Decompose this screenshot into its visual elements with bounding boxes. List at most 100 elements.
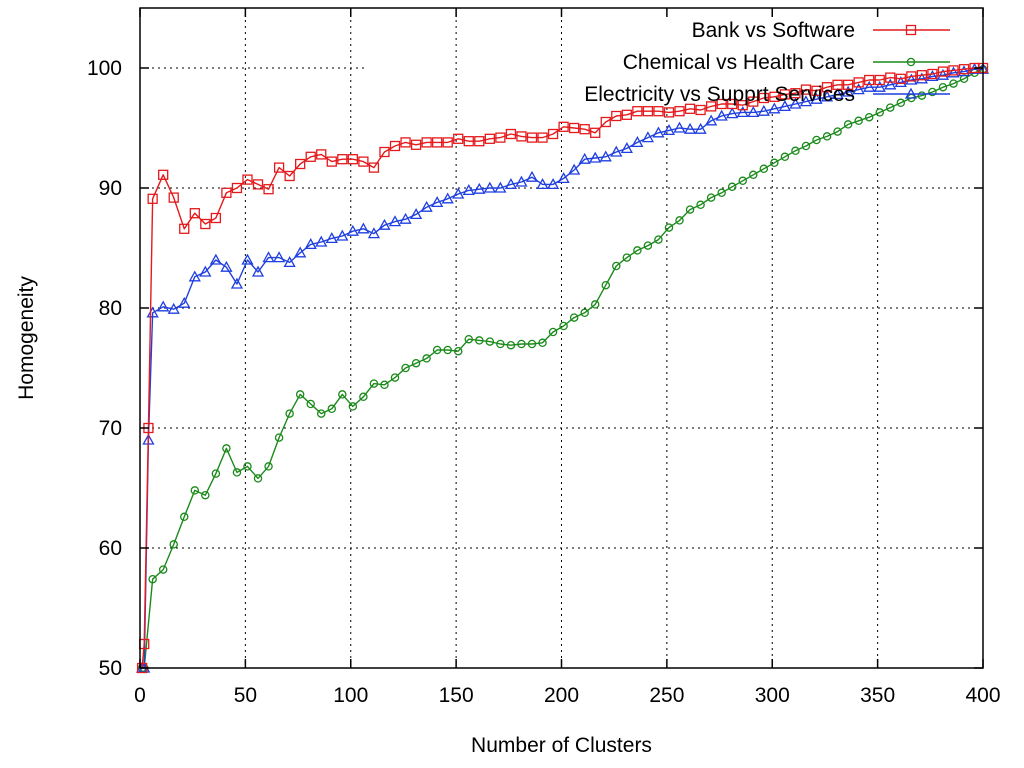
- data-point: [937, 66, 949, 77]
- data-point: [399, 212, 412, 224]
- data-point: [811, 85, 822, 96]
- data-point: [886, 103, 895, 112]
- data-point: [272, 251, 286, 263]
- data-point: [179, 223, 190, 234]
- x-tick-label: 100: [333, 684, 368, 707]
- data-point: [622, 253, 632, 262]
- data-point: [822, 132, 832, 141]
- data-point: [516, 131, 527, 142]
- data-point: [464, 334, 474, 344]
- data-point: [422, 354, 431, 363]
- data-point: [694, 122, 707, 134]
- y-tick-label: 100: [87, 57, 122, 80]
- data-point: [526, 132, 538, 143]
- data-point: [894, 76, 907, 88]
- data-point: [169, 540, 178, 549]
- data-point: [221, 187, 232, 198]
- data-point: [389, 140, 401, 152]
- data-point: [473, 182, 486, 194]
- series-triangle: [136, 62, 990, 673]
- data-point: [812, 135, 821, 145]
- data-point: [209, 253, 222, 265]
- data-point: [190, 486, 200, 495]
- data-point: [263, 184, 274, 195]
- data-point: [390, 373, 400, 382]
- data-point: [158, 169, 169, 180]
- data-point: [231, 182, 243, 194]
- data-point: [736, 106, 749, 118]
- data-point: [696, 200, 705, 210]
- data-point: [517, 339, 526, 349]
- data-point: [705, 101, 717, 112]
- y-tick-label: 50: [99, 657, 122, 680]
- data-point: [338, 390, 347, 399]
- data-point: [327, 404, 337, 414]
- data-point: [463, 136, 474, 147]
- data-point: [200, 218, 211, 230]
- y-axis-label: Homogeneity: [15, 276, 38, 400]
- x-tick-label: 50: [234, 684, 257, 707]
- data-point: [348, 402, 358, 411]
- data-point: [495, 132, 506, 143]
- data-point: [875, 108, 884, 117]
- data-point: [758, 92, 769, 104]
- data-point: [580, 308, 589, 318]
- data-point: [241, 253, 254, 265]
- data-point: [779, 89, 791, 100]
- data-point: [220, 260, 233, 272]
- data-point: [599, 150, 612, 162]
- data-point: [494, 181, 507, 193]
- data-point: [768, 102, 781, 114]
- data-point: [157, 300, 170, 312]
- data-point: [610, 145, 623, 157]
- data-point: [547, 128, 559, 140]
- data-point: [695, 104, 706, 116]
- data-point: [262, 251, 275, 263]
- data-point: [222, 444, 231, 453]
- data-point: [873, 80, 886, 92]
- data-point: [325, 232, 338, 244]
- data-point: [367, 227, 381, 239]
- data-point: [705, 114, 718, 126]
- data-point: [663, 107, 675, 118]
- data-point: [843, 120, 853, 129]
- data-point: [938, 82, 948, 92]
- data-point: [770, 158, 779, 168]
- data-point: [664, 223, 674, 232]
- data-point: [369, 379, 379, 388]
- legend-label: Chemical vs Health Care: [623, 51, 855, 74]
- data-point: [568, 163, 581, 175]
- legend-marker: [904, 87, 918, 99]
- data-point: [474, 136, 485, 147]
- legend-marker: [906, 57, 916, 67]
- data-point: [168, 192, 179, 203]
- data-point: [316, 149, 327, 160]
- legend-label: Bank vs Software: [692, 19, 855, 42]
- data-point: [949, 79, 958, 88]
- data-point: [590, 300, 600, 309]
- data-point: [947, 66, 960, 78]
- data-point: [559, 321, 568, 331]
- data-point: [915, 72, 928, 84]
- x-tick-label: 350: [860, 684, 895, 707]
- data-point: [253, 474, 263, 483]
- data-point: [738, 176, 747, 186]
- data-point: [158, 565, 168, 574]
- series-line: [141, 67, 983, 669]
- data-point: [957, 65, 971, 77]
- data-point: [799, 95, 813, 107]
- data-point: [896, 98, 906, 108]
- x-tick-label: 150: [439, 684, 474, 707]
- data-point: [496, 339, 505, 349]
- data-point: [905, 73, 918, 85]
- data-point: [441, 192, 454, 204]
- data-point: [305, 151, 316, 162]
- data-point: [715, 109, 728, 121]
- data-point: [927, 68, 938, 80]
- data-point: [895, 73, 906, 84]
- data-point: [653, 106, 664, 117]
- legend-label: Electricity vs Supprt Services: [584, 83, 855, 106]
- data-point: [853, 77, 864, 88]
- data-point: [274, 433, 284, 442]
- data-point: [780, 152, 790, 162]
